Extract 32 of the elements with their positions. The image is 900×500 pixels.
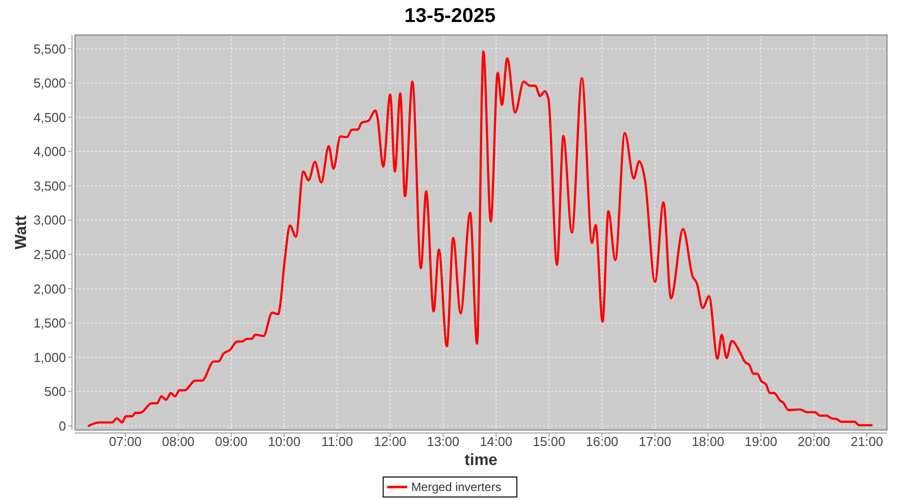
y-tick-label: 5,500: [33, 41, 66, 56]
x-tick-label: 19:00: [744, 434, 778, 449]
x-tick-label: 20:00: [798, 434, 830, 449]
y-tick-label: 3,500: [33, 178, 66, 194]
x-tick-label: 17:00: [638, 434, 672, 449]
x-tick-label: 21:00: [850, 434, 884, 449]
legend-label: Merged inverters: [411, 480, 502, 494]
y-tick-label: 2,500: [33, 246, 66, 262]
x-tick-label: 11:00: [321, 434, 353, 449]
y-tick-label: 2,000: [33, 281, 66, 296]
line-series: [88, 50, 873, 427]
x-tick-label: 18:00: [692, 434, 724, 449]
y-tick-label: 1,500: [33, 316, 66, 331]
x-tick-label: 12:00: [374, 434, 406, 449]
x-tick-label: 14:00: [480, 434, 512, 449]
x-tick-label: 09:00: [214, 434, 248, 449]
x-tick-label: 13:00: [426, 434, 460, 449]
x-tick-label: 07:00: [109, 434, 142, 449]
y-tick-label: 500: [44, 384, 66, 400]
y-tick-label: 4,000: [33, 144, 66, 160]
x-tick-label: 10:00: [268, 434, 300, 449]
y-tick-label: 3,000: [33, 212, 66, 228]
x-tick-label: 16:00: [586, 434, 618, 449]
y-tick-label: 4,500: [33, 110, 66, 125]
y-tick-label: 0: [58, 418, 66, 434]
x-tick-label: 15:00: [532, 434, 566, 449]
y-tick-label: 1,000: [33, 350, 66, 365]
y-axis-title: Watt: [13, 214, 30, 250]
x-tick-label: 08:00: [162, 434, 195, 449]
y-tick-label: 5,000: [33, 76, 66, 91]
x-axis-title: time: [464, 452, 498, 469]
chart-title: 13-5-2025: [404, 5, 496, 27]
